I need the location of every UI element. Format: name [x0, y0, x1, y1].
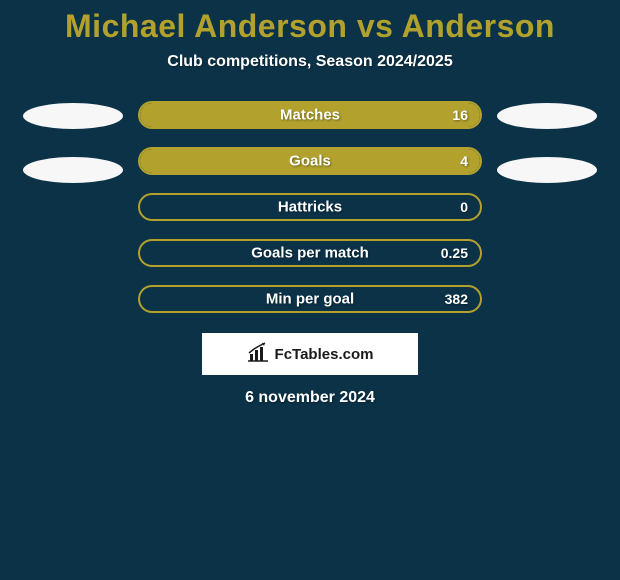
stat-bar-goals: Goals 4: [138, 147, 482, 175]
stat-bar-value: 4: [460, 153, 468, 169]
right-ellipse-0: [497, 103, 597, 129]
chart-icon: [247, 342, 269, 367]
stat-bar-hattricks: Hattricks 0: [138, 193, 482, 221]
page-title: Michael Anderson vs Anderson: [0, 0, 620, 45]
stat-bars: Matches 16 Goals 4 Hattricks 0 Goals per…: [138, 101, 482, 313]
left-ellipse-1: [23, 157, 123, 183]
date-stamp: 6 november 2024: [0, 389, 620, 407]
left-player-column: [18, 101, 128, 183]
stat-bar-label: Min per goal: [266, 291, 354, 308]
stat-bar-label: Matches: [280, 107, 340, 124]
stat-bar-label: Hattricks: [278, 199, 342, 216]
subtitle: Club competitions, Season 2024/2025: [0, 53, 620, 71]
stat-bar-label: Goals per match: [251, 245, 369, 262]
stat-bar-matches: Matches 16: [138, 101, 482, 129]
stat-bar-goals-per-match: Goals per match 0.25: [138, 239, 482, 267]
right-ellipse-1: [497, 157, 597, 183]
stat-bar-value: 16: [452, 107, 468, 123]
stat-bar-value: 0.25: [441, 245, 468, 261]
right-player-column: [492, 101, 602, 183]
stat-bar-min-per-goal: Min per goal 382: [138, 285, 482, 313]
comparison-infographic: Michael Anderson vs Anderson Club compet…: [0, 0, 620, 580]
stat-bar-value: 0: [460, 199, 468, 215]
content-row: Matches 16 Goals 4 Hattricks 0 Goals per…: [0, 101, 620, 313]
source-logo: FcTables.com: [202, 333, 418, 375]
left-ellipse-0: [23, 103, 123, 129]
stat-bar-value: 382: [445, 291, 468, 307]
source-logo-text: FcTables.com: [275, 346, 374, 363]
stat-bar-label: Goals: [289, 153, 331, 170]
